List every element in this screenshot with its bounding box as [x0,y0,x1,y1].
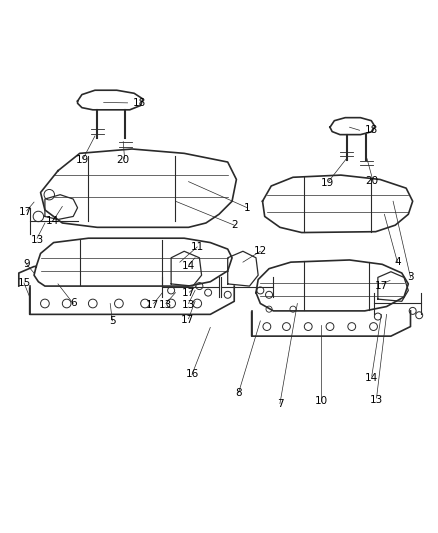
Text: 20: 20 [365,176,378,186]
Text: 13: 13 [182,300,195,310]
Text: 10: 10 [315,395,328,406]
Text: 8: 8 [235,387,242,398]
Text: 18: 18 [133,98,146,108]
Text: 14: 14 [182,261,195,271]
Text: 14: 14 [365,373,378,383]
Text: 19: 19 [76,155,89,165]
Text: 13: 13 [159,300,173,310]
Text: 20: 20 [117,155,130,165]
Text: 7: 7 [277,399,283,409]
Text: 6: 6 [70,298,77,309]
Text: 13: 13 [370,395,383,405]
Text: 11: 11 [191,242,204,252]
Text: 17: 17 [375,281,388,290]
Text: 12: 12 [254,246,267,256]
Text: 15: 15 [18,278,31,288]
Text: 1: 1 [244,203,251,213]
Text: 17: 17 [181,316,194,326]
Text: 5: 5 [109,316,116,326]
Text: 14: 14 [46,216,60,226]
Text: 17: 17 [19,207,32,217]
Text: 17: 17 [146,300,159,310]
Text: 3: 3 [407,272,414,282]
Text: 13: 13 [31,235,44,245]
Text: 9: 9 [23,260,30,269]
Text: 18: 18 [365,125,378,135]
Text: 17: 17 [182,288,195,298]
Text: 16: 16 [185,369,199,379]
Text: 4: 4 [394,257,401,267]
Text: 19: 19 [321,177,335,188]
Text: 2: 2 [231,220,237,230]
